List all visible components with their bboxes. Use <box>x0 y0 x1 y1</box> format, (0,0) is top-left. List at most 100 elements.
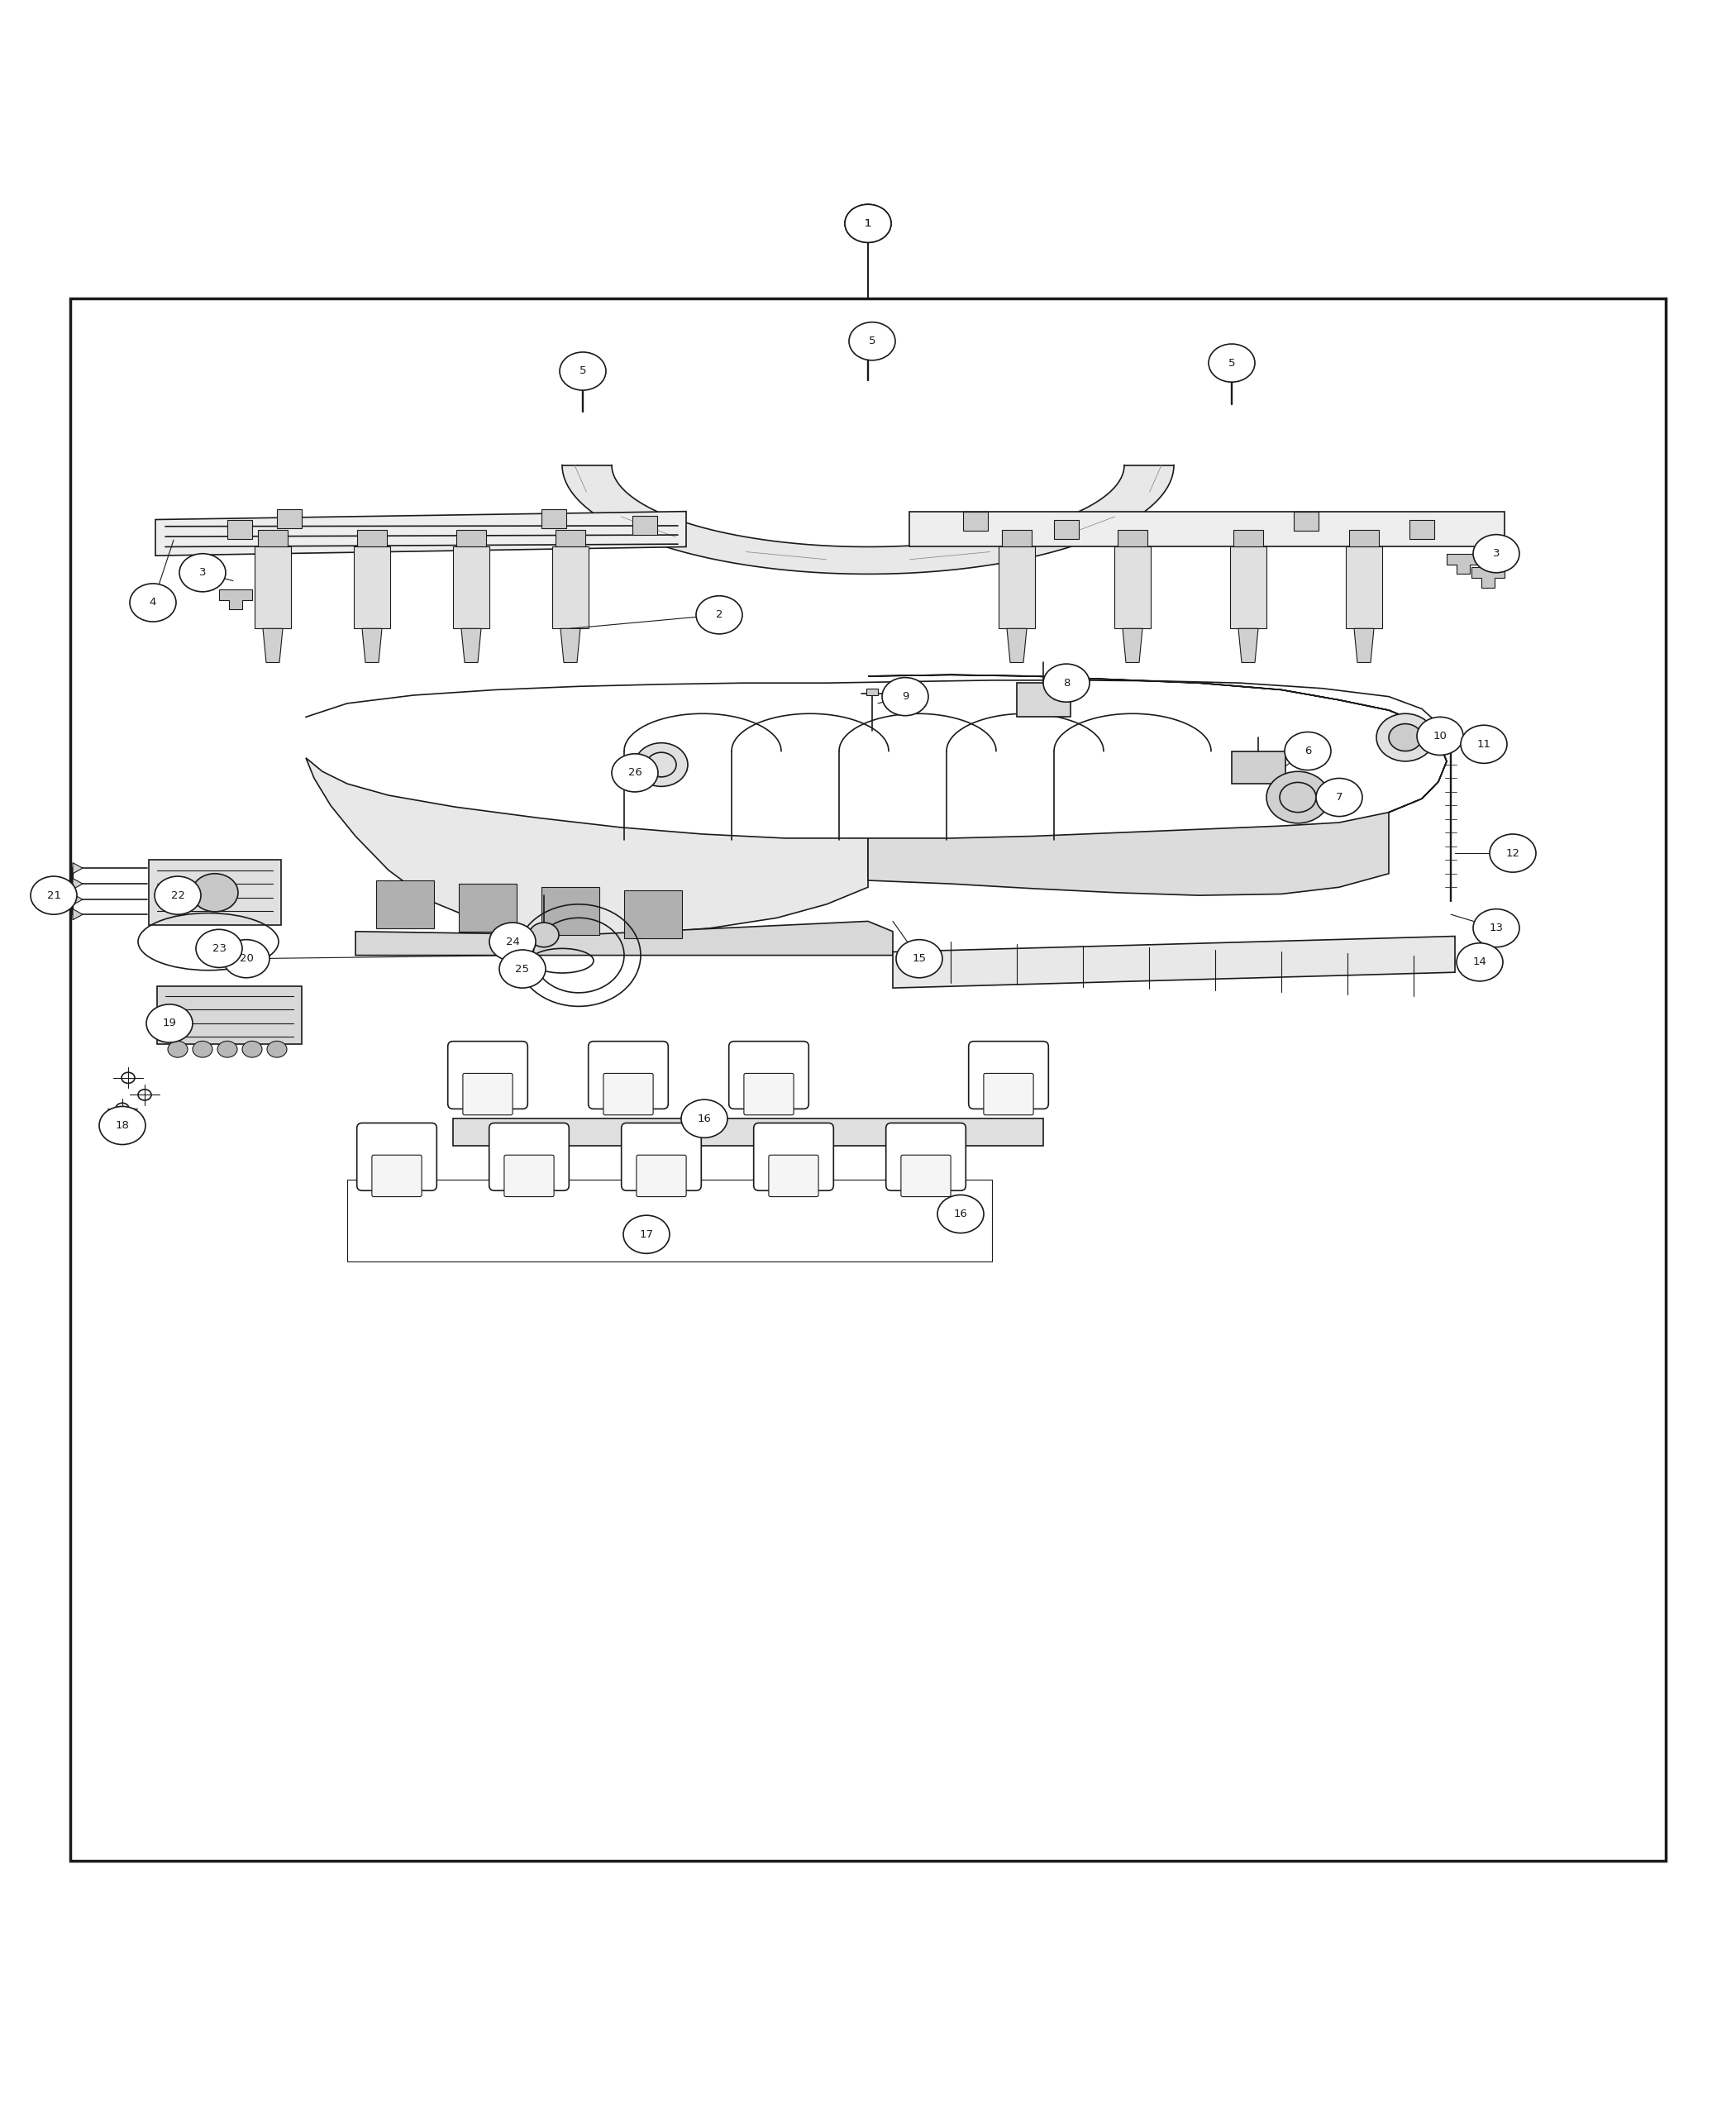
Text: 5: 5 <box>1229 358 1236 369</box>
Polygon shape <box>306 759 868 934</box>
Polygon shape <box>262 628 283 662</box>
Text: 25: 25 <box>516 963 529 974</box>
Polygon shape <box>1233 529 1264 546</box>
Ellipse shape <box>191 873 238 913</box>
FancyBboxPatch shape <box>745 1073 793 1115</box>
Polygon shape <box>998 546 1035 628</box>
FancyBboxPatch shape <box>372 1155 422 1197</box>
Polygon shape <box>156 512 686 557</box>
Ellipse shape <box>635 742 687 786</box>
Text: 14: 14 <box>1472 957 1486 968</box>
Text: 18: 18 <box>115 1119 128 1130</box>
FancyBboxPatch shape <box>969 1041 1049 1109</box>
Polygon shape <box>963 512 988 531</box>
Polygon shape <box>73 879 83 890</box>
Polygon shape <box>1123 628 1142 662</box>
Polygon shape <box>1472 567 1505 588</box>
Polygon shape <box>1446 554 1479 573</box>
Polygon shape <box>363 628 382 662</box>
FancyBboxPatch shape <box>769 1155 818 1197</box>
Polygon shape <box>1354 628 1373 662</box>
Polygon shape <box>1217 360 1246 369</box>
Ellipse shape <box>1417 717 1463 755</box>
Text: 16: 16 <box>953 1208 967 1218</box>
Text: 26: 26 <box>628 767 642 778</box>
Ellipse shape <box>1267 772 1330 824</box>
Ellipse shape <box>168 1041 187 1058</box>
Text: 3: 3 <box>200 567 207 578</box>
Text: 6: 6 <box>1304 746 1311 757</box>
Polygon shape <box>149 860 281 925</box>
Ellipse shape <box>1389 723 1422 750</box>
Text: 21: 21 <box>47 890 61 900</box>
Text: 23: 23 <box>212 942 226 953</box>
Text: 7: 7 <box>1335 793 1342 803</box>
Polygon shape <box>73 909 83 919</box>
Text: 8: 8 <box>1062 677 1069 689</box>
Ellipse shape <box>937 1195 984 1233</box>
Polygon shape <box>356 921 892 955</box>
Ellipse shape <box>696 597 743 635</box>
Polygon shape <box>156 987 302 1043</box>
Ellipse shape <box>1043 664 1090 702</box>
Polygon shape <box>1115 546 1151 628</box>
Text: 15: 15 <box>911 953 927 963</box>
Polygon shape <box>73 862 83 873</box>
Polygon shape <box>191 569 224 588</box>
Ellipse shape <box>1208 344 1255 382</box>
Ellipse shape <box>130 584 175 622</box>
Ellipse shape <box>99 1107 146 1145</box>
Ellipse shape <box>1474 909 1519 946</box>
Polygon shape <box>1349 529 1378 546</box>
Ellipse shape <box>849 323 896 360</box>
Polygon shape <box>625 890 682 938</box>
Ellipse shape <box>243 1041 262 1058</box>
Ellipse shape <box>490 923 536 961</box>
Ellipse shape <box>559 352 606 390</box>
Ellipse shape <box>267 1041 286 1058</box>
Polygon shape <box>453 1119 1043 1147</box>
FancyBboxPatch shape <box>604 1073 653 1115</box>
Polygon shape <box>227 519 252 540</box>
Polygon shape <box>1002 529 1031 546</box>
Polygon shape <box>1345 546 1382 628</box>
Polygon shape <box>542 510 566 529</box>
Ellipse shape <box>193 1041 212 1058</box>
Polygon shape <box>1233 750 1285 784</box>
Polygon shape <box>1118 529 1147 546</box>
Polygon shape <box>1017 683 1071 717</box>
Ellipse shape <box>681 1100 727 1138</box>
Ellipse shape <box>896 940 943 978</box>
Polygon shape <box>852 335 884 344</box>
Text: 24: 24 <box>505 936 519 946</box>
Polygon shape <box>462 628 481 662</box>
FancyBboxPatch shape <box>729 1041 809 1109</box>
Text: 17: 17 <box>639 1229 653 1240</box>
Text: 3: 3 <box>1493 548 1500 559</box>
Text: 1: 1 <box>865 217 871 230</box>
Ellipse shape <box>500 951 545 989</box>
Polygon shape <box>1293 512 1319 531</box>
Ellipse shape <box>529 923 559 946</box>
Ellipse shape <box>146 1003 193 1043</box>
Ellipse shape <box>1285 731 1332 769</box>
Text: 1: 1 <box>865 217 871 230</box>
Polygon shape <box>1439 736 1463 746</box>
Polygon shape <box>259 529 288 546</box>
Text: 2: 2 <box>715 609 722 620</box>
Polygon shape <box>73 894 83 904</box>
Polygon shape <box>458 883 517 932</box>
Ellipse shape <box>623 1216 670 1254</box>
Polygon shape <box>568 367 597 377</box>
FancyBboxPatch shape <box>901 1155 951 1197</box>
Polygon shape <box>632 516 658 535</box>
Text: 9: 9 <box>901 691 908 702</box>
Ellipse shape <box>1316 778 1363 816</box>
Polygon shape <box>1007 628 1026 662</box>
Ellipse shape <box>1489 835 1536 873</box>
Polygon shape <box>892 936 1455 989</box>
Text: 12: 12 <box>1505 847 1519 858</box>
Text: 4: 4 <box>149 597 156 607</box>
Polygon shape <box>866 689 878 696</box>
Polygon shape <box>278 510 302 529</box>
